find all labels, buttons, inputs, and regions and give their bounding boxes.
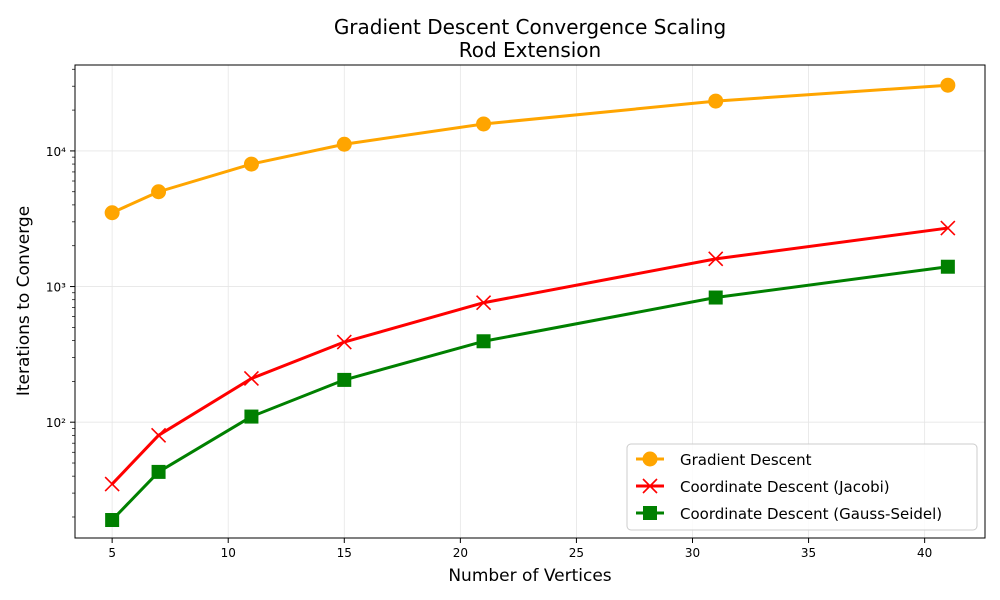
- x-tick-label: 25: [569, 546, 584, 560]
- legend-label: Coordinate Descent (Gauss-Seidel): [680, 505, 942, 523]
- series-0: [104, 77, 956, 221]
- plot-area-frame: [74, 64, 986, 539]
- legend-label: Coordinate Descent (Jacobi): [680, 478, 890, 496]
- legend: Gradient Descent Coordinate Descent (Jaco…: [626, 443, 978, 531]
- data-point: [940, 259, 955, 274]
- y-axis-label: Iterations to Converge: [14, 206, 34, 396]
- data-point: [336, 334, 352, 350]
- series-2: [105, 259, 955, 528]
- data-point: [708, 290, 723, 305]
- data-point: [708, 93, 724, 109]
- x-tick-label: 40: [917, 546, 932, 560]
- legend-entry: Coordinate Descent (Jacobi): [636, 478, 890, 496]
- series-1: [104, 220, 956, 492]
- x-tick-label: 5: [108, 546, 116, 560]
- x-tick-label: 10: [221, 546, 236, 560]
- x-tick-label: 20: [453, 546, 468, 560]
- y-tick-label: 10³: [46, 281, 66, 295]
- legend-box: [626, 443, 978, 531]
- data-point: [151, 184, 167, 200]
- y-axis-ticks: 10² 10³ 10⁴: [46, 68, 75, 518]
- data-point: [708, 251, 724, 267]
- x-axis-label: Number of Vertices: [448, 566, 611, 586]
- data-point: [244, 409, 259, 424]
- legend-entry: Coordinate Descent (Gauss-Seidel): [636, 505, 942, 523]
- data-point: [105, 513, 120, 528]
- data-point: [104, 476, 120, 492]
- data-point: [476, 116, 492, 132]
- chart-subtitle: Rod Extension: [459, 38, 601, 62]
- data-point: [940, 77, 956, 93]
- series-layer: [104, 77, 956, 528]
- data-point: [151, 427, 167, 443]
- data-point: [336, 136, 352, 152]
- x-tick-label: 15: [337, 546, 352, 560]
- data-point: [104, 205, 120, 221]
- x-axis-ticks: 5 10 15 20 25 30 35 40: [108, 538, 932, 560]
- data-point: [243, 370, 259, 387]
- x-tick-label: 35: [801, 546, 816, 560]
- chart-title: Gradient Descent Convergence Scaling: [334, 15, 726, 39]
- legend-entry: Gradient Descent: [636, 451, 812, 469]
- data-point: [476, 295, 492, 311]
- y-tick-label: 10⁴: [46, 145, 66, 159]
- data-point: [476, 334, 491, 349]
- legend-marker: [642, 478, 658, 494]
- legend-marker: [643, 506, 657, 520]
- data-point: [940, 220, 956, 236]
- y-tick-label: 10²: [46, 416, 66, 430]
- data-point: [243, 156, 259, 172]
- data-point: [151, 464, 166, 479]
- legend-label: Gradient Descent: [680, 451, 812, 469]
- x-tick-label: 30: [685, 546, 700, 560]
- data-point: [337, 372, 352, 387]
- legend-marker: [642, 451, 658, 467]
